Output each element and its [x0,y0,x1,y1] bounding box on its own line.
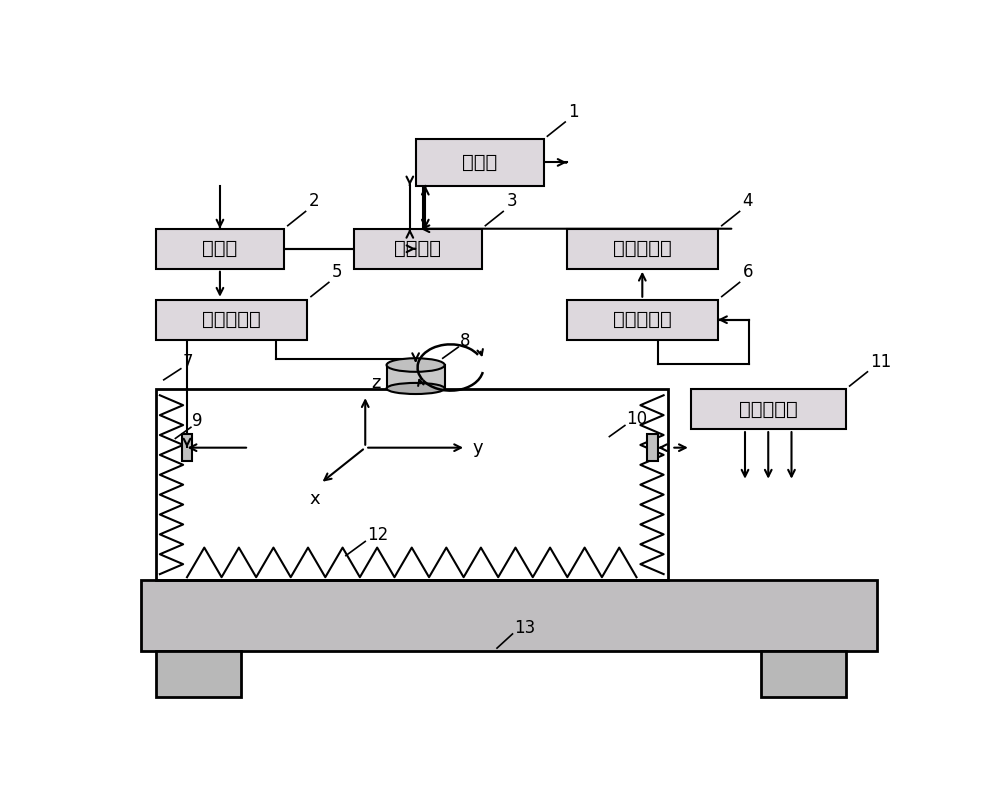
Text: 信号源: 信号源 [202,239,238,258]
Text: 数字示波器: 数字示波器 [613,239,672,258]
Ellipse shape [387,383,445,394]
Text: 计算机: 计算机 [462,153,497,172]
Bar [140,580,877,651]
Text: 11: 11 [871,352,892,371]
Text: z: z [371,374,381,392]
Bar [156,300,307,340]
Bar [567,229,718,269]
Text: x: x [309,489,320,508]
Text: 10: 10 [626,410,648,429]
Bar [387,365,445,388]
Text: 运动机构: 运动机构 [394,239,441,258]
Ellipse shape [387,358,445,372]
Text: 7: 7 [183,353,194,372]
Text: y: y [472,439,483,457]
Bar [182,434,192,461]
Text: 1: 1 [568,103,579,121]
Text: 8: 8 [460,332,470,350]
Text: 3: 3 [506,192,517,210]
Bar [691,389,846,429]
Bar [156,389,668,580]
Text: 功率放大器: 功率放大器 [202,310,261,329]
Text: 数字滤波器: 数字滤波器 [613,310,672,329]
Text: 13: 13 [514,618,535,637]
Text: 9: 9 [192,412,203,430]
Bar [567,300,718,340]
Text: 5: 5 [332,264,342,281]
Text: 4: 4 [743,192,753,210]
Bar [647,434,658,461]
Bar [761,651,846,698]
Text: 12: 12 [367,526,388,544]
Bar [156,229,284,269]
Text: 6: 6 [743,264,753,281]
Bar [416,139,544,186]
Bar [354,229,482,269]
Bar [156,651,241,698]
Text: 2: 2 [309,192,319,210]
Text: 激光测振仪: 激光测振仪 [739,400,798,419]
